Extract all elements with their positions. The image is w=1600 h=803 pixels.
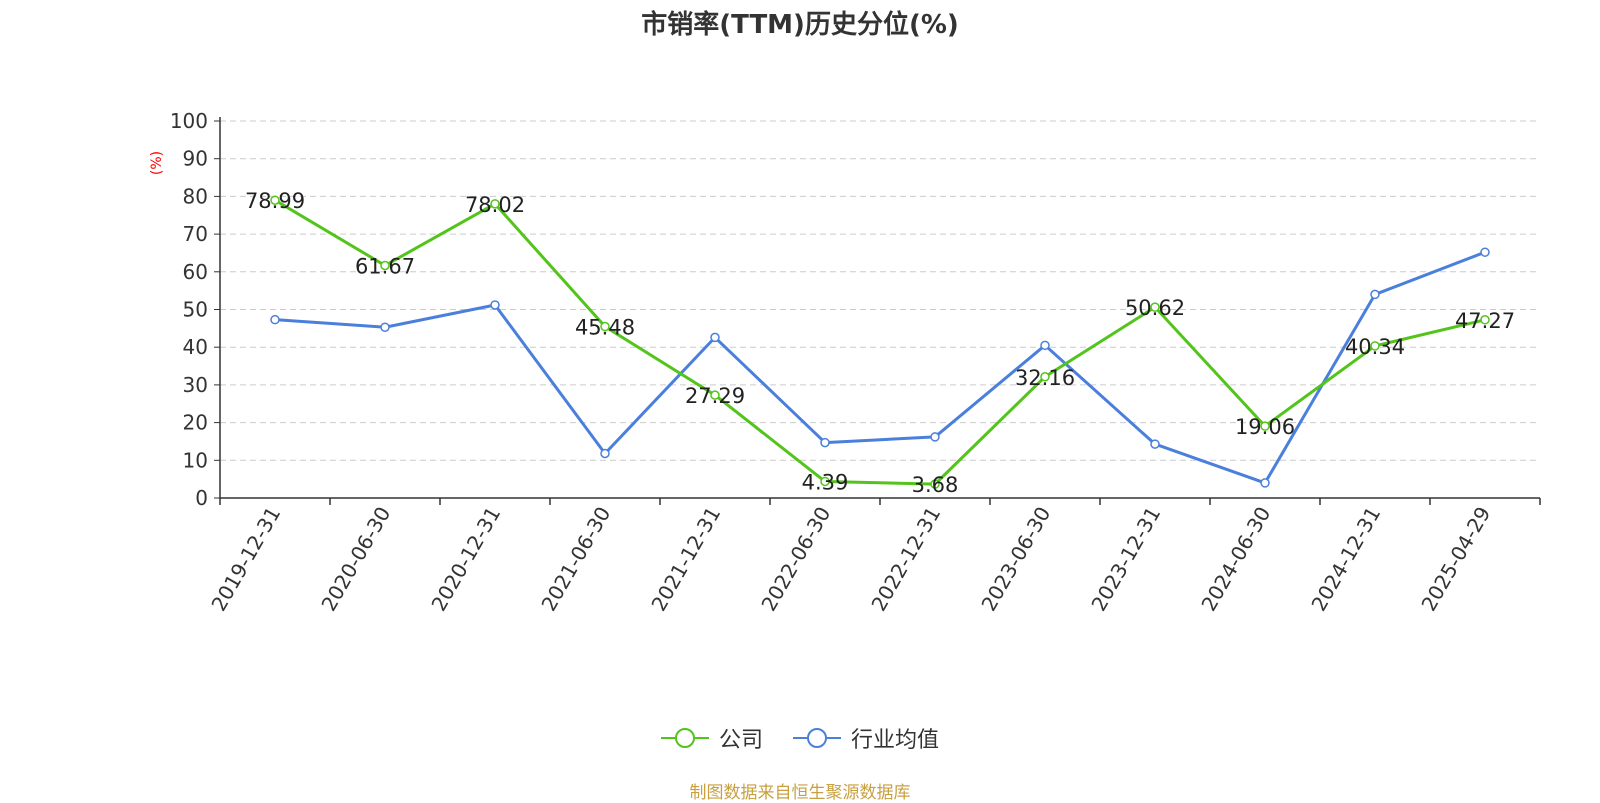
x-tick-label: 2024-12-31 [1306,503,1385,616]
legend-item-company[interactable]: 公司 [660,722,763,754]
data-point [1480,247,1490,257]
data-point [930,432,940,442]
data-point [1260,478,1270,488]
data-point [710,390,720,400]
data-label: 50.62 [1125,296,1185,320]
x-tick-label: 2022-06-30 [756,503,835,616]
y-tick-label: 100 [170,109,208,133]
x-tick-label: 2023-12-31 [1086,503,1165,616]
y-tick-label: 0 [195,486,208,510]
legend-company-icon [660,728,709,748]
y-tick-label: 10 [183,448,208,472]
source-note: 制图数据来自恒生聚源数据库 [689,783,911,803]
y-tick-label: 50 [183,298,208,322]
data-point [270,314,280,325]
y-tick-label: 20 [183,411,208,435]
chart-title: 市销率(TTM)历史分位(%) [641,10,959,40]
data-point [1260,421,1270,431]
data-point [490,199,500,209]
series-line [274,198,1486,486]
data-point [820,437,830,448]
x-tick-label: 2022-12-31 [866,503,945,616]
data-label: 40.34 [1345,335,1405,359]
y-tick-label: 80 [183,184,208,208]
data-label: 78.02 [465,193,525,217]
x-tick-label: 2020-12-31 [426,503,505,616]
data-label: 47.27 [1455,309,1515,333]
y-tick-label: 40 [183,335,208,359]
data-point [710,332,720,343]
data-point [600,448,610,459]
data-point [380,260,390,271]
legend: 公司 行业均值 [0,722,1600,754]
data-point [380,322,390,332]
data-label: 32.16 [1015,366,1075,390]
x-tick-label: 2019-12-31 [206,503,285,616]
data-label: 61.67 [355,255,415,279]
data-point [1370,341,1380,351]
data-point [490,300,500,310]
legend-industry-label: 行业均值 [851,728,940,753]
y-tick-label: 60 [183,260,208,284]
data-point [1040,372,1050,382]
data-point [270,195,280,205]
x-tick-label: 2020-06-30 [316,503,395,616]
legend-item-industry[interactable]: 行业均值 [793,722,939,754]
data-point [820,476,830,487]
y-tick-label: 30 [183,373,208,397]
legend-industry-icon [793,728,841,748]
x-tick-label: 2023-06-30 [976,503,1055,616]
data-point [1150,439,1160,449]
data-point [1040,340,1050,351]
data-label: 3.68 [912,473,959,497]
data-point [1480,315,1490,325]
x-tick-label: 2024-06-30 [1196,503,1275,616]
x-tick-label: 2021-06-30 [536,503,615,616]
x-tick-label: 2021-12-31 [646,503,725,616]
legend-company-label: 公司 [718,728,763,753]
data-label: 45.48 [575,316,635,340]
data-label: 4.39 [802,470,849,494]
data-point [1150,302,1160,312]
x-tick-label: 2025-04-29 [1416,503,1495,616]
data-label: 78.99 [245,189,305,213]
series-line [274,250,1486,485]
data-label: 27.29 [685,384,745,408]
data-point [930,479,940,489]
data-point [600,321,610,332]
data-point [1370,289,1380,300]
y-tick-label: 70 [183,222,208,246]
data-label: 19.06 [1235,415,1295,439]
y-tick-label: 90 [183,147,208,171]
